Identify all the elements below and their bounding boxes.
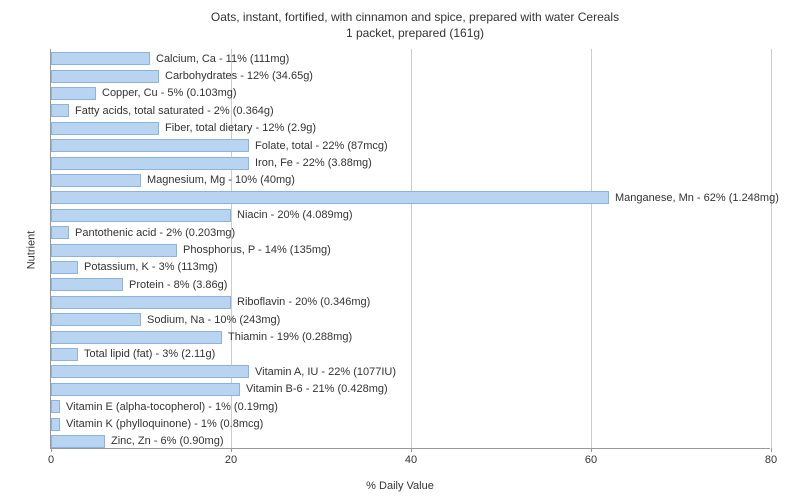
x-tick-mark bbox=[231, 448, 232, 452]
bar-label: Zinc, Zn - 6% (0.90mg) bbox=[111, 435, 223, 447]
bar-label: Potassium, K - 3% (113mg) bbox=[84, 261, 218, 273]
gridline bbox=[771, 49, 772, 448]
bar-row: Iron, Fe - 22% (3.88mg) bbox=[51, 156, 372, 171]
x-tick-label: 40 bbox=[405, 454, 417, 466]
bar-row: Sodium, Na - 10% (243mg) bbox=[51, 312, 280, 327]
bar-label: Fatty acids, total saturated - 2% (0.364… bbox=[75, 105, 274, 117]
bar-label: Protein - 8% (3.86g) bbox=[129, 279, 227, 291]
bar-label: Pantothenic acid - 2% (0.203mg) bbox=[75, 227, 235, 239]
bar-row: Magnesium, Mg - 10% (40mg) bbox=[51, 173, 295, 188]
bar bbox=[51, 70, 159, 83]
bar-row: Vitamin E (alpha-tocopherol) - 1% (0.19m… bbox=[51, 399, 278, 414]
bar bbox=[51, 122, 159, 135]
bar-row: Niacin - 20% (4.089mg) bbox=[51, 208, 353, 223]
bar bbox=[51, 261, 78, 274]
x-tick-label: 80 bbox=[765, 454, 777, 466]
bar-label: Vitamin E (alpha-tocopherol) - 1% (0.19m… bbox=[66, 401, 278, 413]
bar bbox=[51, 226, 69, 239]
bar bbox=[51, 244, 177, 257]
bar-row: Pantothenic acid - 2% (0.203mg) bbox=[51, 225, 235, 240]
bar-row: Calcium, Ca - 11% (111mg) bbox=[51, 51, 289, 66]
bar-label: Sodium, Na - 10% (243mg) bbox=[147, 314, 280, 326]
bar bbox=[51, 209, 231, 222]
bar-label: Vitamin B-6 - 21% (0.428mg) bbox=[246, 383, 388, 395]
gridline bbox=[411, 49, 412, 448]
bar-row: Folate, total - 22% (87mcg) bbox=[51, 138, 388, 153]
bar-label: Iron, Fe - 22% (3.88mg) bbox=[255, 157, 372, 169]
bar-label: Phosphorus, P - 14% (135mg) bbox=[183, 244, 331, 256]
y-axis-label: Nutrient bbox=[25, 231, 37, 270]
bar-row: Fiber, total dietary - 12% (2.9g) bbox=[51, 121, 316, 136]
bar-row: Potassium, K - 3% (113mg) bbox=[51, 260, 218, 275]
bar bbox=[51, 52, 150, 65]
bar-label: Riboflavin - 20% (0.346mg) bbox=[237, 296, 370, 308]
plot-area: 020406080Calcium, Ca - 11% (111mg)Carboh… bbox=[50, 49, 770, 449]
bar-label: Copper, Cu - 5% (0.103mg) bbox=[102, 87, 237, 99]
bar bbox=[51, 313, 141, 326]
bar-row: Fatty acids, total saturated - 2% (0.364… bbox=[51, 103, 274, 118]
x-tick-label: 20 bbox=[225, 454, 237, 466]
x-tick-mark bbox=[411, 448, 412, 452]
bar-label: Folate, total - 22% (87mcg) bbox=[255, 140, 388, 152]
bar-label: Niacin - 20% (4.089mg) bbox=[237, 209, 353, 221]
bar-label: Vitamin A, IU - 22% (1077IU) bbox=[255, 366, 396, 378]
bar-row: Zinc, Zn - 6% (0.90mg) bbox=[51, 434, 223, 449]
bar bbox=[51, 296, 231, 309]
bar-row: Riboflavin - 20% (0.346mg) bbox=[51, 295, 370, 310]
x-tick-mark bbox=[771, 448, 772, 452]
bar bbox=[51, 174, 141, 187]
bar-label: Magnesium, Mg - 10% (40mg) bbox=[147, 174, 295, 186]
x-tick-label: 60 bbox=[585, 454, 597, 466]
bar bbox=[51, 331, 222, 344]
bar-label: Vitamin K (phylloquinone) - 1% (0.8mcg) bbox=[66, 418, 263, 430]
bar bbox=[51, 157, 249, 170]
bar-row: Thiamin - 19% (0.288mg) bbox=[51, 330, 352, 345]
bar-label: Fiber, total dietary - 12% (2.9g) bbox=[165, 122, 316, 134]
bar-label: Thiamin - 19% (0.288mg) bbox=[228, 331, 352, 343]
chart-title-line1: Oats, instant, fortified, with cinnamon … bbox=[50, 10, 780, 26]
x-axis-label: % Daily Value bbox=[366, 480, 434, 492]
bar bbox=[51, 365, 249, 378]
gridline bbox=[591, 49, 592, 448]
bar-row: Vitamin K (phylloquinone) - 1% (0.8mcg) bbox=[51, 417, 263, 432]
bar bbox=[51, 418, 60, 431]
bar-row: Total lipid (fat) - 3% (2.11g) bbox=[51, 347, 215, 362]
bar-row: Vitamin B-6 - 21% (0.428mg) bbox=[51, 382, 388, 397]
bar-row: Copper, Cu - 5% (0.103mg) bbox=[51, 86, 237, 101]
bar-row: Vitamin A, IU - 22% (1077IU) bbox=[51, 364, 396, 379]
bar-label: Manganese, Mn - 62% (1.248mg) bbox=[615, 192, 779, 204]
bar bbox=[51, 87, 96, 100]
bar-row: Phosphorus, P - 14% (135mg) bbox=[51, 243, 331, 258]
bar bbox=[51, 348, 78, 361]
bar-row: Protein - 8% (3.86g) bbox=[51, 277, 227, 292]
x-tick-label: 0 bbox=[48, 454, 54, 466]
bar-label: Total lipid (fat) - 3% (2.11g) bbox=[84, 348, 215, 360]
bar bbox=[51, 435, 105, 448]
bar bbox=[51, 104, 69, 117]
chart-title-line2: 1 packet, prepared (161g) bbox=[50, 26, 780, 42]
bar-label: Carbohydrates - 12% (34.65g) bbox=[165, 70, 313, 82]
bar-row: Manganese, Mn - 62% (1.248mg) bbox=[51, 190, 779, 205]
nutrient-chart: Oats, instant, fortified, with cinnamon … bbox=[0, 0, 800, 500]
bar bbox=[51, 191, 609, 204]
x-tick-mark bbox=[591, 448, 592, 452]
bar-row: Carbohydrates - 12% (34.65g) bbox=[51, 69, 313, 84]
chart-title: Oats, instant, fortified, with cinnamon … bbox=[50, 10, 780, 41]
bar bbox=[51, 383, 240, 396]
bar bbox=[51, 400, 60, 413]
bar bbox=[51, 278, 123, 291]
bar bbox=[51, 139, 249, 152]
bar-label: Calcium, Ca - 11% (111mg) bbox=[156, 53, 289, 65]
